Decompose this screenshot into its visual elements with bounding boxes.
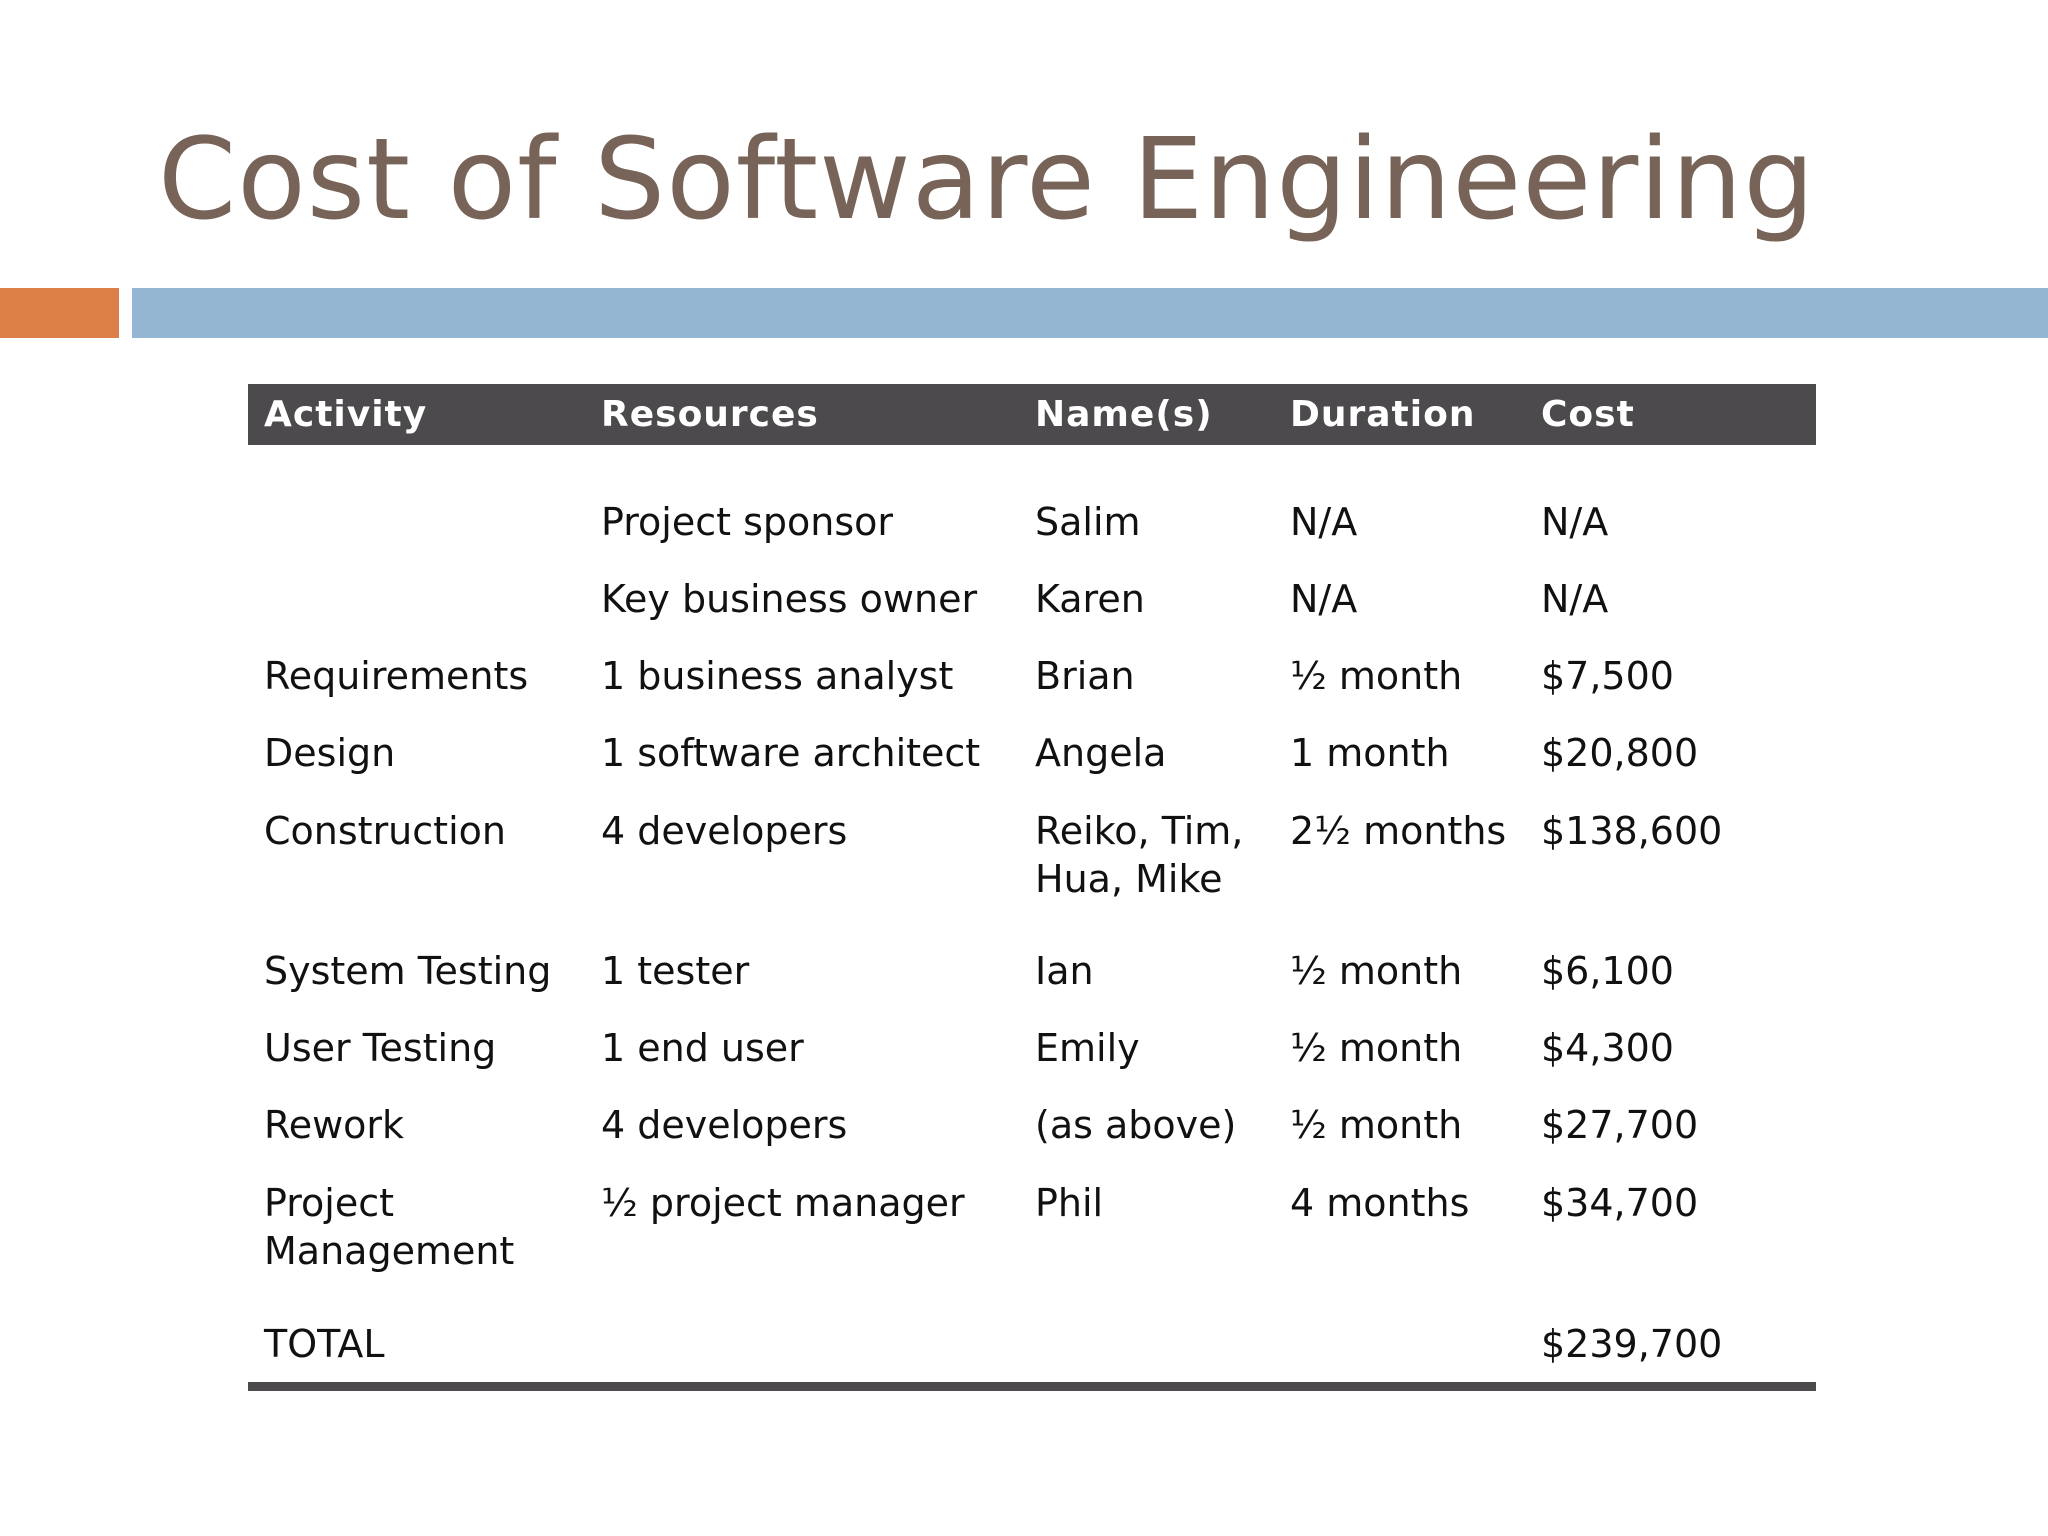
cell-cost: $27,700 bbox=[1541, 1102, 1699, 1147]
header-activity: Activity bbox=[264, 394, 428, 435]
cell-cost: $6,100 bbox=[1541, 948, 1674, 993]
cell-activity: Design bbox=[264, 730, 396, 775]
accent-bar-blue bbox=[132, 288, 2048, 338]
cell-cost: N/A bbox=[1541, 499, 1609, 544]
cell-cost: $7,500 bbox=[1541, 653, 1674, 698]
cell-duration: 2½ months bbox=[1290, 809, 1507, 853]
table-body: Project sponsor Salim N/A N/A Key busine… bbox=[248, 445, 1816, 1428]
cell-resources: 4 developers bbox=[601, 809, 848, 853]
cell-names: Angela bbox=[1035, 730, 1167, 775]
table-row: Key business owner Karen N/A N/A bbox=[248, 560, 1816, 637]
cell-cost: $20,800 bbox=[1541, 730, 1699, 775]
cell-resources: Key business owner bbox=[601, 576, 978, 621]
cell-names: Salim bbox=[1035, 499, 1141, 544]
table-header-row: Activity Resources Name(s) Duration Cost bbox=[248, 384, 1816, 445]
cell-activity: Rework bbox=[264, 1102, 405, 1147]
cell-resources: 1 business analyst bbox=[601, 653, 954, 698]
cell-resources: 4 developers bbox=[601, 1102, 848, 1147]
cell-duration bbox=[1274, 1304, 1525, 1384]
cost-table: Activity Resources Name(s) Duration Cost… bbox=[248, 384, 1816, 1428]
header-cost: Cost bbox=[1541, 394, 1635, 435]
header-duration: Duration bbox=[1290, 394, 1476, 435]
cell-activity: User Testing bbox=[264, 1025, 497, 1070]
cell-activity bbox=[248, 483, 585, 560]
accent-bar-orange bbox=[0, 288, 119, 338]
header-resources: Resources bbox=[601, 394, 819, 435]
cell-activity: Requirements bbox=[264, 653, 529, 698]
table-row: System Testing 1 tester Ian ½ month $6,1… bbox=[248, 932, 1816, 1009]
cell-duration: ½ month bbox=[1290, 1025, 1463, 1070]
table-row: Construction 4 developers Reiko, Tim, Hu… bbox=[248, 791, 1816, 932]
cell-duration: N/A bbox=[1290, 576, 1358, 621]
cell-resources: 1 end user bbox=[601, 1025, 804, 1070]
table-bottom-rule bbox=[248, 1382, 1816, 1391]
table-row: Project sponsor Salim N/A N/A bbox=[248, 483, 1816, 560]
cell-resources: Project sponsor bbox=[601, 499, 894, 544]
total-label: TOTAL bbox=[264, 1322, 385, 1366]
cell-names: Reiko, Tim, Hua, Mike bbox=[1035, 809, 1244, 901]
total-cost: $239,700 bbox=[1541, 1322, 1723, 1366]
cell-resources: 1 tester bbox=[601, 948, 750, 993]
table-row: Rework 4 developers (as above) ½ month $… bbox=[248, 1086, 1816, 1163]
table-row: Requirements 1 business analyst Brian ½ … bbox=[248, 637, 1816, 714]
slide-title: Cost of Software Engineering bbox=[158, 115, 1816, 245]
cell-names bbox=[1019, 1304, 1274, 1384]
cell-resources bbox=[585, 1304, 1019, 1384]
cell-activity: Construction bbox=[264, 809, 506, 853]
cell-duration: ½ month bbox=[1290, 653, 1463, 698]
cell-duration: N/A bbox=[1290, 499, 1358, 544]
cell-activity: Project Management bbox=[264, 1181, 515, 1273]
table-row: Project Management ½ project manager Phi… bbox=[248, 1163, 1816, 1304]
cell-resources: ½ project manager bbox=[601, 1181, 965, 1225]
cell-names: Brian bbox=[1035, 653, 1135, 698]
cell-activity bbox=[248, 560, 585, 637]
table-header: Activity Resources Name(s) Duration Cost bbox=[248, 384, 1816, 445]
cell-names: Phil bbox=[1035, 1181, 1104, 1225]
header-names: Name(s) bbox=[1035, 394, 1213, 435]
cell-cost: $4,300 bbox=[1541, 1025, 1674, 1070]
table-row: Design 1 software architect Angela 1 mon… bbox=[248, 714, 1816, 791]
cell-names: Emily bbox=[1035, 1025, 1140, 1070]
cell-activity: System Testing bbox=[264, 948, 552, 993]
cell-duration: 1 month bbox=[1290, 730, 1450, 775]
table-total-row: TOTAL $239,700 bbox=[248, 1304, 1816, 1384]
table-spacer bbox=[248, 445, 1816, 483]
cell-duration: ½ month bbox=[1290, 948, 1463, 993]
cell-duration: ½ month bbox=[1290, 1102, 1463, 1147]
table-row: User Testing 1 end user Emily ½ month $4… bbox=[248, 1009, 1816, 1086]
cell-cost: $34,700 bbox=[1541, 1181, 1699, 1225]
cell-duration: 4 months bbox=[1290, 1181, 1470, 1225]
cell-names: (as above) bbox=[1035, 1102, 1237, 1147]
cell-cost: $138,600 bbox=[1541, 809, 1723, 853]
cell-resources: 1 software architect bbox=[601, 730, 981, 775]
cell-names: Ian bbox=[1035, 948, 1094, 993]
cell-names: Karen bbox=[1035, 576, 1145, 621]
cell-cost: N/A bbox=[1541, 576, 1609, 621]
